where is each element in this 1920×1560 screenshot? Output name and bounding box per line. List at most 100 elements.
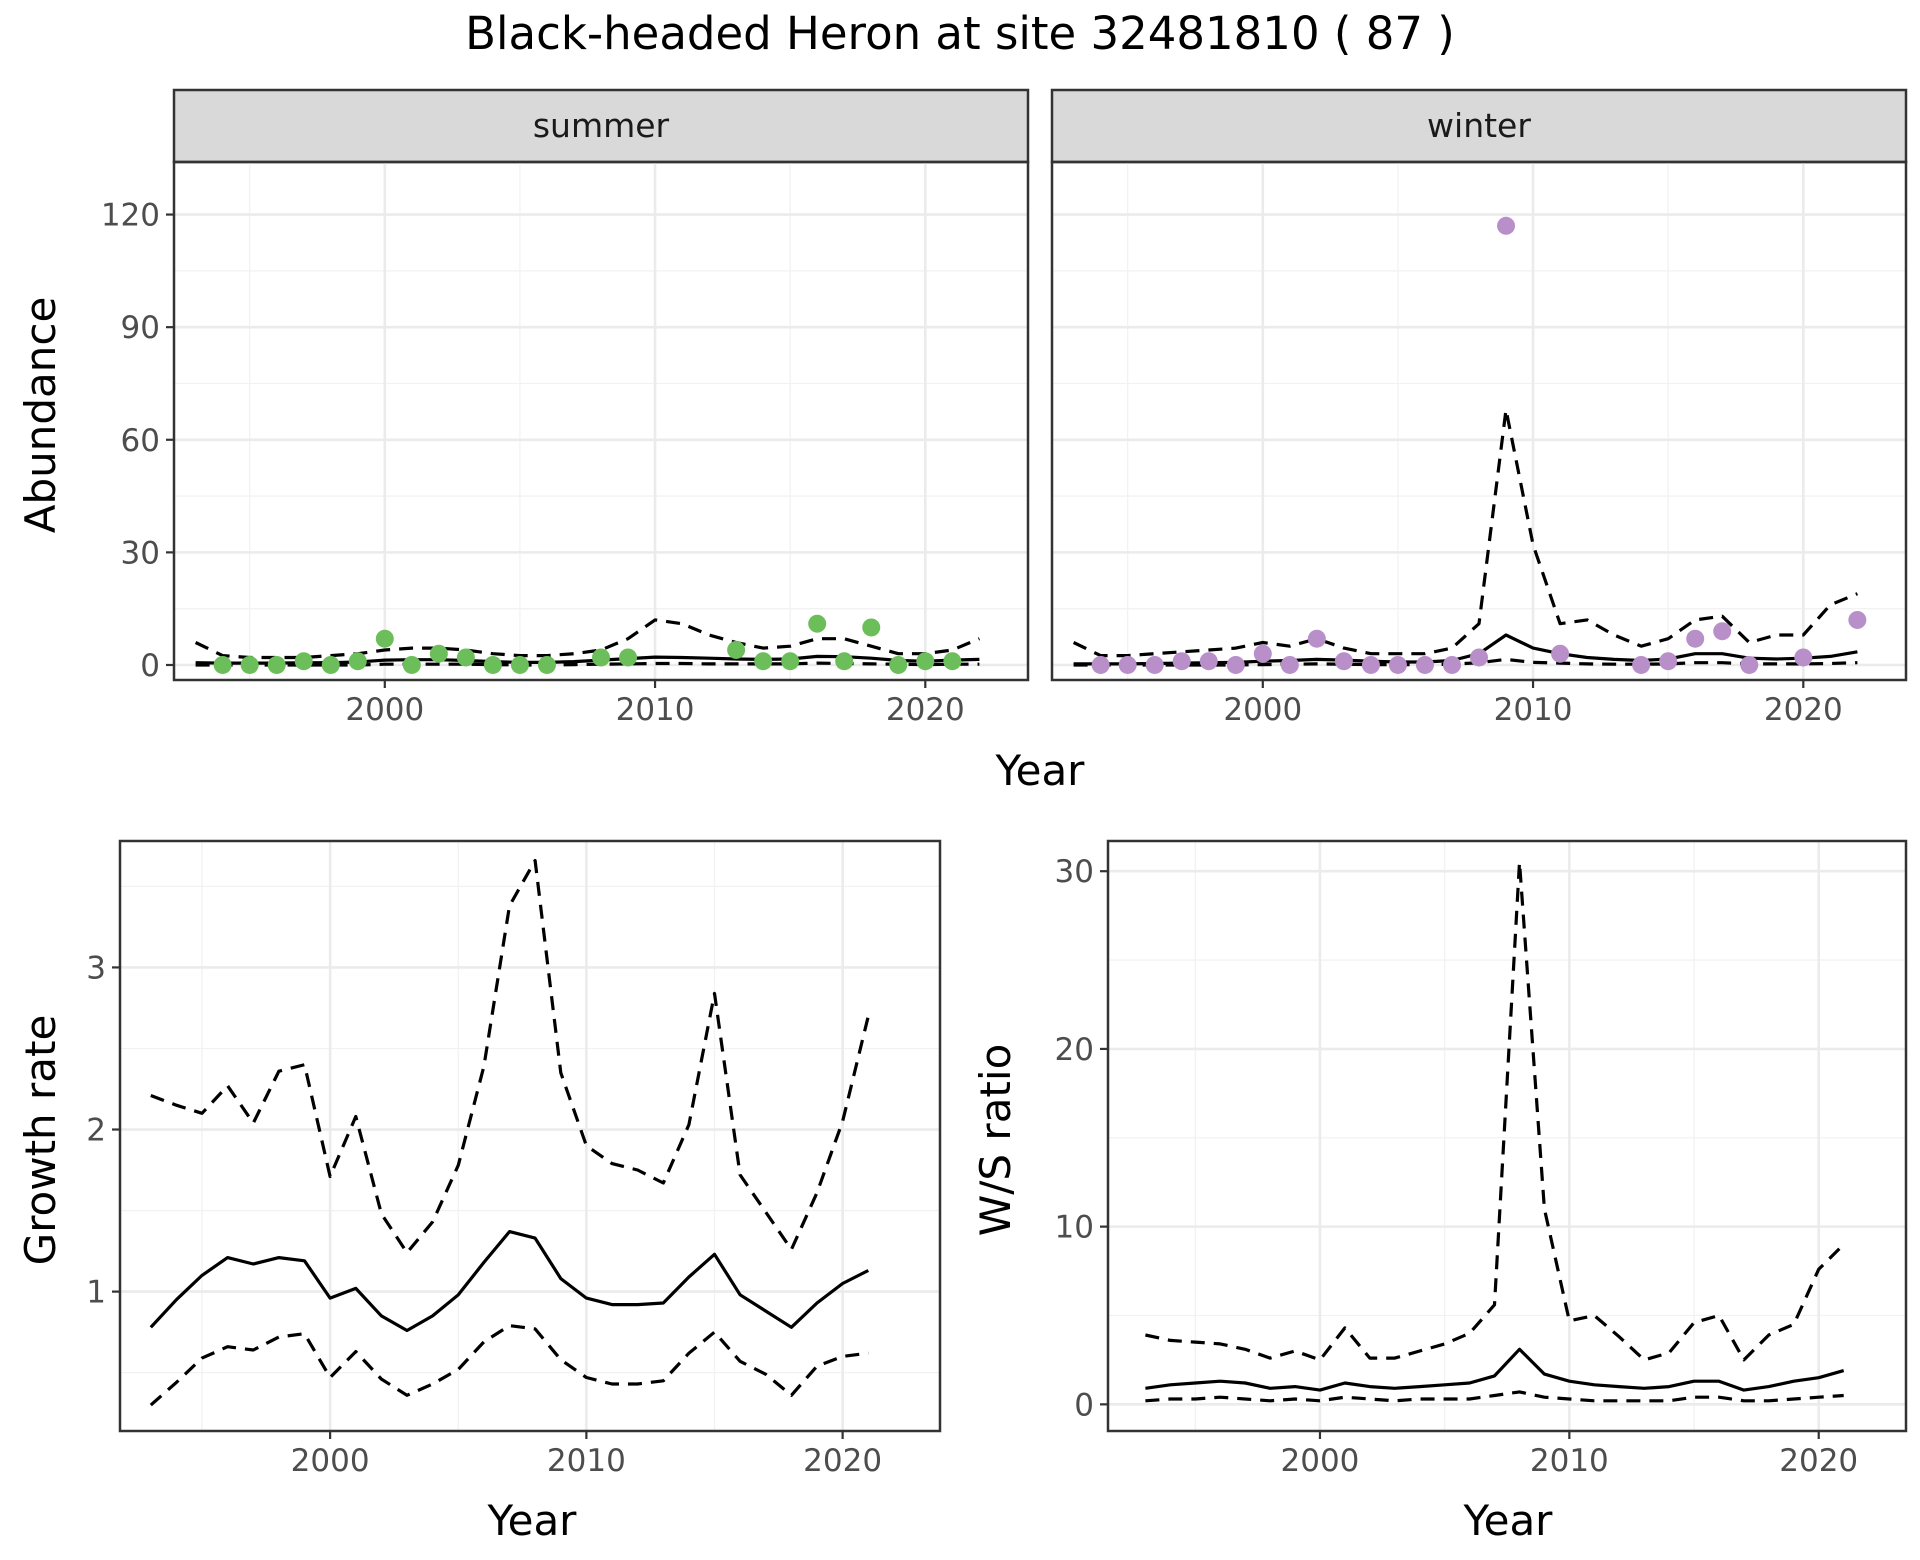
strip-winter [1050, 88, 1908, 164]
data-point [889, 655, 908, 674]
data-point [862, 618, 881, 637]
data-point [510, 655, 529, 674]
data-point [619, 648, 638, 667]
ws-ratio-panel: 2000 2010 2020 0 10 20 30 [1055, 839, 1908, 1479]
abundance-panel-winter: winter 2000 2010 2020 [1050, 88, 1908, 728]
data-point [267, 655, 286, 674]
data-point [321, 655, 340, 674]
data-point [456, 648, 475, 667]
strip-label-winter: winter [1427, 106, 1531, 145]
data-point [1415, 655, 1434, 674]
abundance-panel-summer: summer 2000 2010 2020 0 30 60 90 120 [101, 88, 1030, 728]
data-point [1632, 655, 1651, 674]
data-point [294, 652, 313, 671]
y-tick-label: 60 [121, 423, 160, 459]
upper-bound-line [1072, 408, 1859, 658]
lower-bound-line [149, 1323, 869, 1407]
growth-x-axis-title: Year [487, 1496, 578, 1545]
data-point [1497, 216, 1516, 235]
panel-border [1050, 160, 1908, 682]
x-tick-label: 2000 [345, 692, 424, 728]
mean-line [1073, 633, 1858, 666]
data-point [537, 655, 556, 674]
data-point [1848, 610, 1867, 629]
data-point [402, 655, 421, 674]
growth-rate-panel: 2000 2010 2020 1 2 3 [86, 839, 942, 1479]
data-point [1686, 629, 1705, 648]
data-point [1145, 655, 1164, 674]
x-tick-label: 2010 [616, 692, 695, 728]
y-tick-label: 120 [101, 198, 160, 234]
data-point [943, 652, 962, 671]
data-point [1713, 622, 1732, 641]
upper-bound-line [1145, 860, 1845, 1362]
x-tick-label: 2010 [1494, 692, 1573, 728]
abundance-y-axis-title: Abundance [16, 297, 65, 534]
lower-bound-line [1145, 1390, 1844, 1403]
data-point [429, 644, 448, 663]
x-tick-label: 2000 [1223, 692, 1302, 728]
data-point [1388, 655, 1407, 674]
y-tick-label: 0 [1074, 1387, 1094, 1423]
data-point [1334, 652, 1353, 671]
mean-line [1145, 1347, 1845, 1392]
strip-label-summer: summer [533, 106, 670, 145]
y-tick-label: 3 [86, 950, 106, 986]
data-point [1280, 655, 1299, 674]
y-tick-label: 0 [140, 648, 160, 684]
x-tick-label: 2020 [1764, 692, 1843, 728]
data-point [781, 652, 800, 671]
ws-x-axis-title: Year [1463, 1496, 1554, 1545]
panel-border [1106, 839, 1908, 1433]
data-point [1118, 655, 1137, 674]
x-tick-label: 2020 [803, 1443, 882, 1479]
x-tick-label: 2010 [547, 1443, 626, 1479]
data-point [1470, 648, 1488, 667]
data-point [592, 648, 610, 667]
y-tick-label: 90 [121, 310, 160, 346]
data-point [1740, 655, 1759, 674]
data-point [916, 652, 935, 671]
y-tick-label: 20 [1055, 1032, 1094, 1068]
ws-y-axis-title: W/S ratio [971, 1044, 1020, 1237]
data-point [483, 655, 502, 674]
plot-area-summer: 2000 2010 2020 0 30 60 90 120 [101, 160, 1030, 728]
y-tick-label: 1 [86, 1275, 106, 1311]
data-point [808, 614, 827, 633]
y-tick-label: 30 [121, 535, 160, 571]
lower-bound-line [1073, 657, 1858, 667]
x-tick-label: 2010 [1530, 1443, 1609, 1479]
abundance-x-axis-title: Year [995, 746, 1086, 795]
data-point [375, 629, 394, 648]
data-point [1226, 655, 1245, 674]
upper-bound-line [150, 858, 870, 1255]
mean-line [149, 1229, 870, 1333]
strip-summer [172, 88, 1030, 164]
data-point [1794, 648, 1813, 667]
x-tick-label: 2000 [1281, 1443, 1360, 1479]
y-tick-label: 2 [86, 1113, 106, 1149]
data-point [1307, 629, 1326, 648]
data-point [1551, 644, 1570, 663]
x-tick-label: 2020 [886, 692, 965, 728]
data-point [1659, 652, 1678, 671]
data-point [1091, 655, 1110, 674]
x-tick-label: 2000 [291, 1443, 370, 1479]
data-point [1199, 652, 1218, 671]
data-point [1172, 652, 1191, 671]
data-point [754, 652, 773, 671]
data-point [213, 655, 232, 674]
figure-title: Black-headed Heron at site 32481810 ( 87… [465, 7, 1455, 60]
y-tick-label: 30 [1055, 854, 1094, 890]
y-tick-label: 10 [1055, 1210, 1094, 1246]
data-point [1253, 644, 1272, 663]
data-point [348, 652, 367, 671]
data-point [835, 652, 854, 671]
panel-border [118, 839, 942, 1433]
panel-border [172, 160, 1030, 682]
data-point [727, 640, 746, 659]
data-point [1442, 655, 1461, 674]
data-point [1361, 655, 1380, 674]
data-point [240, 655, 259, 674]
